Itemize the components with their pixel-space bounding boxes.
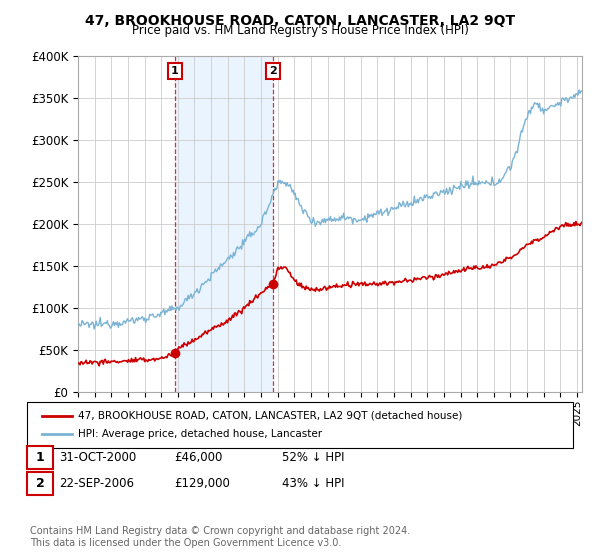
Text: 47, BROOKHOUSE ROAD, CATON, LANCASTER, LA2 9QT (detached house): 47, BROOKHOUSE ROAD, CATON, LANCASTER, L… <box>78 411 463 421</box>
Text: 43% ↓ HPI: 43% ↓ HPI <box>282 477 344 490</box>
Text: £46,000: £46,000 <box>174 451 223 464</box>
Bar <box>175 56 273 392</box>
Text: 52% ↓ HPI: 52% ↓ HPI <box>282 451 344 464</box>
Text: 31-OCT-2000: 31-OCT-2000 <box>59 451 136 464</box>
Text: £129,000: £129,000 <box>174 477 230 490</box>
Text: Contains HM Land Registry data © Crown copyright and database right 2024.
This d: Contains HM Land Registry data © Crown c… <box>30 526 410 548</box>
Text: 2: 2 <box>269 66 277 76</box>
Text: 1: 1 <box>35 451 44 464</box>
Text: 2: 2 <box>35 477 44 490</box>
Text: Price paid vs. HM Land Registry's House Price Index (HPI): Price paid vs. HM Land Registry's House … <box>131 24 469 37</box>
Text: HPI: Average price, detached house, Lancaster: HPI: Average price, detached house, Lanc… <box>78 430 322 439</box>
Text: 1: 1 <box>171 66 179 76</box>
Text: 22-SEP-2006: 22-SEP-2006 <box>59 477 134 490</box>
Text: 47, BROOKHOUSE ROAD, CATON, LANCASTER, LA2 9QT: 47, BROOKHOUSE ROAD, CATON, LANCASTER, L… <box>85 14 515 28</box>
